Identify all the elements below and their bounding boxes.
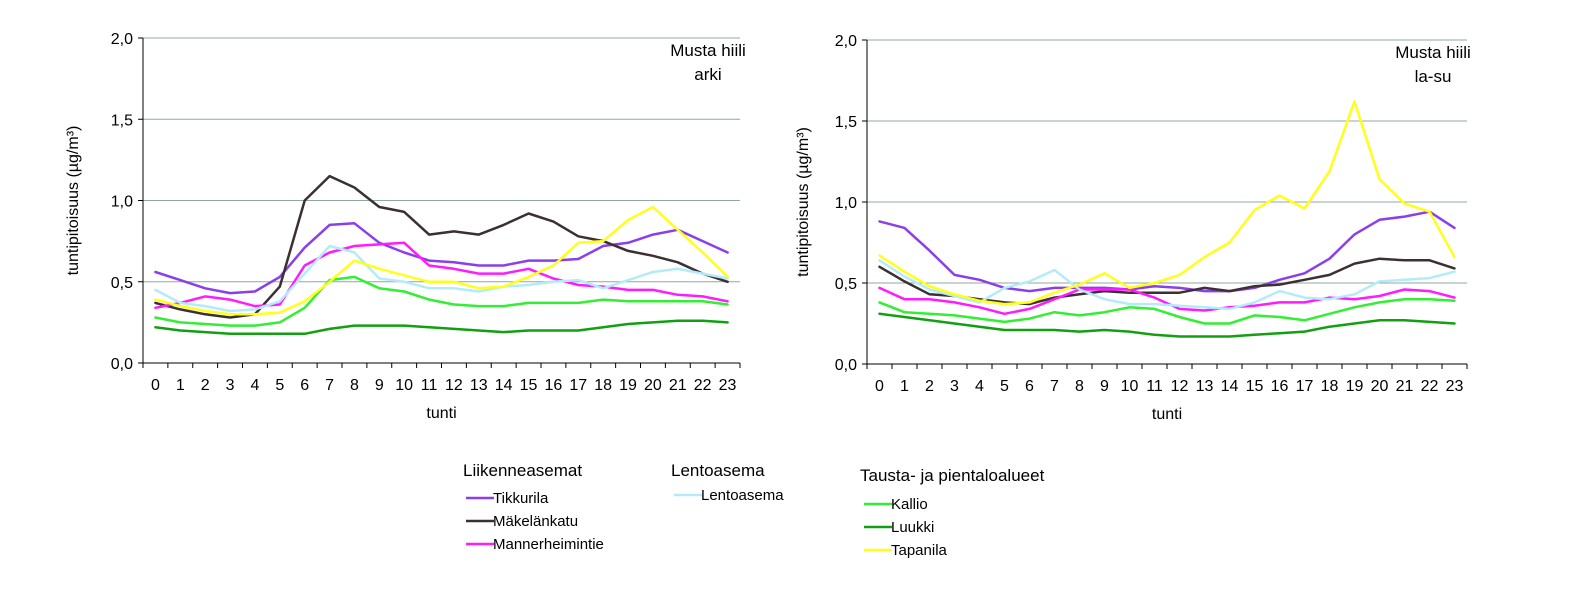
x-tick-label: 0 <box>875 378 884 395</box>
x-tick-label: 8 <box>350 377 359 394</box>
y-tick-label: 0,5 <box>835 276 857 293</box>
legend-entry-label: Luukki <box>891 519 934 536</box>
chart-annotation: Musta hiili <box>670 41 746 60</box>
legend-entry-label: Tapanila <box>891 542 948 559</box>
y-axis-title: tuntipitoisuus (µg/m³) <box>65 126 82 276</box>
x-tick-label: 11 <box>1146 378 1163 395</box>
x-tick-label: 21 <box>1396 378 1414 395</box>
x-tick-label: 20 <box>644 377 662 394</box>
x-tick-label: 6 <box>300 377 309 394</box>
x-tick-label: 13 <box>470 377 488 394</box>
chart-annotation: arki <box>694 65 721 84</box>
legend-entry-label: Tikkurila <box>493 490 549 507</box>
y-tick-label: 1,0 <box>835 195 857 212</box>
legend-group: Liikenneasemat Tikkurila Mäkelänkatu Manner… <box>463 461 604 553</box>
series-line-kallio <box>878 297 1456 325</box>
x-tick-label: 22 <box>694 377 712 394</box>
legend-group-title: Tausta- ja pientaloalueet <box>860 466 1045 485</box>
chart-2: 0,00,51,01,52,00 1 2 3 4 5 6 7 8 9 10 11 12 13 14 15 16 1… <box>795 33 1471 423</box>
x-tick-label: 12 <box>1171 378 1189 395</box>
x-tick-label: 2 <box>201 377 210 394</box>
x-tick-label: 15 <box>1246 378 1264 395</box>
x-tick-label: 22 <box>1421 378 1439 395</box>
x-tick-label: 5 <box>1000 378 1009 395</box>
x-tick-label: 23 <box>1446 378 1464 395</box>
x-tick-label: 16 <box>1271 378 1289 395</box>
x-tick-label: 14 <box>495 377 513 394</box>
x-tick-label: 19 <box>1346 378 1364 395</box>
legend-entry-label: Mäkelänkatu <box>493 513 578 530</box>
x-tick-label: 4 <box>250 377 259 394</box>
legend-group-title: Lentoasema <box>671 461 765 480</box>
x-tick-label: 0 <box>151 377 160 394</box>
x-tick-label: 23 <box>719 377 737 394</box>
x-axis-title: tunti <box>1152 406 1182 423</box>
x-tick-label: 19 <box>619 377 637 394</box>
x-tick-label: 18 <box>594 377 612 394</box>
series-line-tikkurila <box>878 210 1456 293</box>
series-line-kallio <box>154 275 729 327</box>
x-tick-label: 17 <box>1296 378 1314 395</box>
x-tick-label: 13 <box>1196 378 1214 395</box>
y-tick-label: 1,0 <box>111 194 133 211</box>
series-line-tikkurila <box>154 222 729 295</box>
x-tick-label: 10 <box>395 377 413 394</box>
y-axis-title: tuntipitoisuus (µg/m³) <box>795 127 812 277</box>
x-tick-label: 10 <box>1121 378 1139 395</box>
series-line-mannerheimintie <box>878 286 1456 316</box>
x-tick-label: 12 <box>445 377 463 394</box>
y-tick-label: 2,0 <box>111 31 133 48</box>
legend: Liikenneasemat Tikkurila Mäkelänkatu Manner… <box>463 461 1045 559</box>
x-tick-label: 11 <box>421 377 438 394</box>
y-tick-label: 1,5 <box>111 112 133 129</box>
chart-annotation: Musta hiili <box>1395 43 1471 62</box>
x-tick-label: 9 <box>1100 378 1109 395</box>
series-line-tapanila <box>154 205 729 316</box>
chart-1: 0,00,51,01,52,00 1 2 3 4 5 6 7 8 9 10 11 12 13 14 15 16 1… <box>65 31 746 422</box>
legend-entry-label: Mannerheimintie <box>493 536 604 553</box>
x-tick-label: 21 <box>669 377 687 394</box>
x-tick-label: 9 <box>375 377 384 394</box>
x-tick-label: 20 <box>1371 378 1389 395</box>
legend-entry-label: Lentoasema <box>701 487 784 504</box>
x-tick-label: 4 <box>975 378 984 395</box>
series-line-mäkelänkatu <box>154 174 729 319</box>
series-line-mannerheimintie <box>154 241 729 310</box>
series-line-lentoasema <box>878 259 1456 311</box>
legend-group: Lentoasema Lentoasema <box>671 461 784 504</box>
series-line-lentoasema <box>154 244 729 313</box>
y-tick-label: 2,0 <box>835 33 857 50</box>
x-tick-label: 1 <box>176 377 185 394</box>
x-axis-title: tunti <box>426 405 456 422</box>
x-tick-label: 7 <box>325 377 334 394</box>
x-tick-label: 14 <box>1221 378 1239 395</box>
x-tick-label: 6 <box>1025 378 1034 395</box>
legend-entry-label: Kallio <box>891 496 928 513</box>
series-line-luukki <box>154 319 729 336</box>
x-tick-label: 5 <box>275 377 284 394</box>
x-tick-label: 15 <box>520 377 538 394</box>
x-tick-label: 8 <box>1075 378 1084 395</box>
x-tick-label: 1 <box>900 378 909 395</box>
series-line-luukki <box>878 312 1456 338</box>
chart-annotation: la-su <box>1415 67 1452 86</box>
x-tick-label: 3 <box>226 377 235 394</box>
x-tick-label: 2 <box>925 378 934 395</box>
x-tick-label: 16 <box>545 377 563 394</box>
y-tick-label: 0,5 <box>111 275 133 292</box>
x-tick-label: 3 <box>950 378 959 395</box>
x-tick-label: 18 <box>1321 378 1339 395</box>
legend-group: Tausta- ja pientaloalueet Kallio Luukki Tap… <box>860 466 1045 559</box>
legend-group-title: Liikenneasemat <box>463 461 582 480</box>
y-tick-label: 1,5 <box>835 114 857 131</box>
y-tick-label: 0,0 <box>111 356 133 373</box>
x-tick-label: 17 <box>569 377 587 394</box>
series-line-tapanila <box>878 100 1456 306</box>
y-tick-label: 0,0 <box>835 357 857 374</box>
x-tick-label: 7 <box>1050 378 1059 395</box>
